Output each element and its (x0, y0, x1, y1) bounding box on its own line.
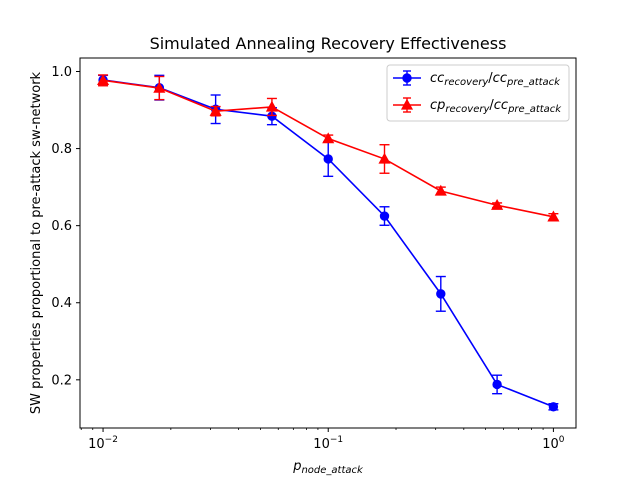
legend-label-slash: / (488, 71, 493, 86)
series-1 (97, 74, 560, 222)
y-tick-label: 1.0 (51, 65, 72, 80)
data-point (265, 100, 278, 112)
y-axis: 0.2 0.4 0.6 0.8 1.0 (51, 65, 80, 388)
data-point (97, 74, 110, 86)
x-tick-label-base: 10 (542, 437, 559, 452)
series-0 (98, 74, 559, 412)
legend-item-0: ccrecovery/ccpre_attack (393, 70, 561, 88)
legend-label-name-sub: recovery (444, 77, 489, 88)
legend-item-1: cprecovery/ccpre_attack (393, 97, 562, 115)
y-tick-label: 0.6 (51, 219, 72, 234)
data-point (491, 198, 504, 210)
legend-marker (402, 73, 412, 83)
legend-label-name-main2: cc (493, 71, 507, 86)
legend-label-name-sub2: pre_attack (506, 77, 561, 88)
x-tick-label: 10−2 (88, 435, 118, 452)
data-point (322, 132, 335, 144)
legend-box (386, 64, 570, 122)
x-tick-label: 10−1 (313, 435, 343, 452)
y-tick-label: 0.4 (51, 296, 72, 311)
chart-title: Simulated Annealing Recovery Effectivene… (150, 34, 507, 53)
x-axis-label-main: p (292, 459, 301, 474)
data-point (436, 289, 446, 299)
x-axis: 10−2 10−1 100 (80, 428, 565, 452)
legend-marker (400, 98, 414, 110)
legend-label-name-sub2: pre_attack (507, 104, 562, 115)
data-point (153, 81, 166, 93)
legend-label: cprecovery/ccpre_attack (430, 98, 562, 115)
legend-label-name-main2: cc (494, 98, 508, 113)
x-axis-label: pnode_attack (292, 459, 364, 476)
data-point (378, 152, 391, 164)
x-tick-label-exponent: −2 (105, 435, 118, 445)
data-point (434, 184, 447, 196)
data-point (548, 402, 559, 412)
legend-label: ccrecovery/ccpre_attack (430, 71, 561, 88)
legend-label-name-main: cp (430, 98, 445, 113)
legend-label-name-sub: recovery (445, 104, 490, 115)
series-line (102, 79, 554, 408)
y-tick-label: 0.2 (51, 373, 72, 388)
data-point (492, 379, 502, 390)
legend-label-name-main: cc (430, 71, 444, 86)
y-tick-label: 0.8 (51, 142, 72, 157)
data-point (379, 211, 390, 221)
data-point (323, 154, 333, 164)
x-tick-label-exponent: 0 (559, 435, 565, 445)
x-tick-label-base: 10 (88, 437, 105, 452)
x-tick-label-base: 10 (313, 437, 330, 452)
legend: ccrecovery/ccpre_attackcprecovery/ccpre_… (386, 64, 570, 122)
data-point (547, 210, 560, 222)
x-axis-label-sub: node_attack (301, 465, 364, 476)
series-layer (97, 74, 560, 412)
data-point (209, 104, 222, 116)
legend-label-slash: / (489, 98, 494, 113)
y-axis-label: SW properties proportional to pre-attack… (29, 71, 44, 414)
x-tick-label-exponent: −1 (330, 435, 343, 445)
x-tick-label: 100 (542, 435, 565, 452)
